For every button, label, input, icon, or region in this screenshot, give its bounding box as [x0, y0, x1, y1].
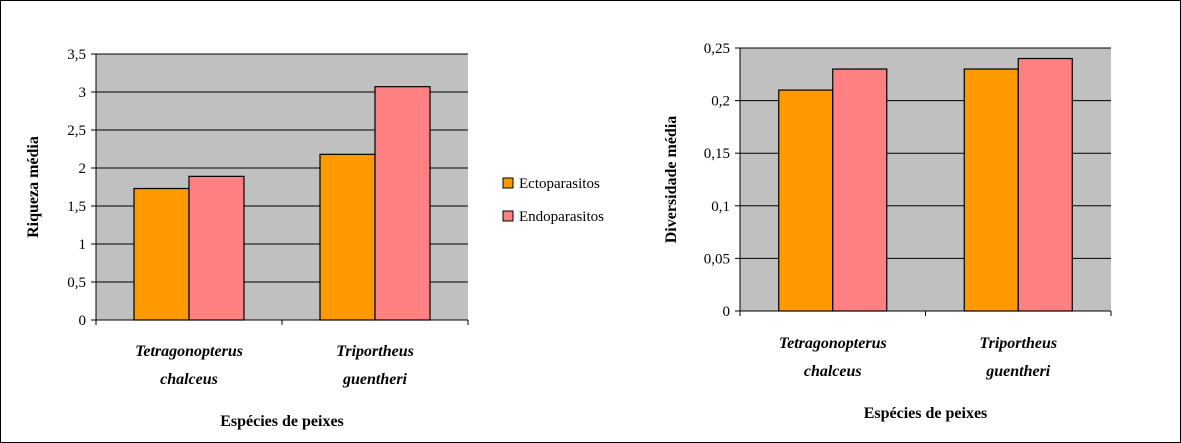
- y-tick-label: 0,15: [704, 146, 730, 162]
- y-tick-label: 0,1: [711, 199, 730, 215]
- y-tick-label: 1: [79, 237, 87, 253]
- bar-endo: [188, 175, 245, 321]
- x-category-label: guentheri: [342, 371, 408, 388]
- y-tick-label: 1,5: [67, 199, 86, 215]
- x-category-label: Tetragonopterus: [135, 343, 243, 360]
- y-axis-title: Riqueza média: [25, 136, 42, 238]
- x-axis-title: Espécies de peixes: [864, 405, 988, 422]
- x-category-label: Triportheus: [979, 335, 1057, 352]
- bar-endo: [374, 86, 431, 321]
- y-tick-label: 2,5: [67, 123, 86, 139]
- chart-riqueza: 0 0,5 1 1,5 2 2,5 3 3,5 Tetragonopterus chalceus T…: [25, 47, 469, 430]
- legend-label: Endoparasitos: [519, 209, 604, 225]
- legend-label: Ectoparasitos: [519, 176, 600, 192]
- bar-ecto: [963, 68, 1019, 312]
- x-category-label: Triportheus: [336, 343, 414, 360]
- legend-swatch: [502, 177, 514, 189]
- y-tick-label: 0,5: [67, 275, 86, 291]
- bar-ecto: [319, 153, 376, 321]
- x-axis-title: Espécies de peixes: [220, 413, 344, 430]
- x-category-label: chalceus: [804, 363, 862, 380]
- y-tick-label: 3,5: [67, 47, 86, 63]
- legend-swatch: [502, 210, 514, 222]
- y-tick-label: 2: [79, 161, 87, 177]
- x-category-label: chalceus: [160, 371, 218, 388]
- y-tick-label: 0,25: [704, 41, 730, 57]
- y-axis-title: Diversidade média: [663, 116, 680, 244]
- chart-diversidade: 0 0,05 0,1 0,15 0,2 0,25 Tetragonopterus chalce…: [663, 41, 1112, 422]
- y-tick-label: 0: [79, 313, 87, 329]
- y-tick-label: 0,05: [704, 251, 730, 267]
- bar-endo: [832, 68, 888, 312]
- x-category-label: guentheri: [985, 363, 1051, 380]
- bar-ecto: [133, 187, 190, 321]
- bar-ecto: [778, 89, 834, 312]
- legend: Ectoparasitos Endoparasitos: [502, 176, 604, 225]
- y-tick-label: 0: [723, 304, 731, 320]
- y-tick-label: 3: [79, 85, 87, 101]
- y-tick-label: 0,2: [711, 94, 730, 110]
- x-category-label: Tetragonopterus: [779, 335, 887, 352]
- bar-endo: [1017, 57, 1073, 312]
